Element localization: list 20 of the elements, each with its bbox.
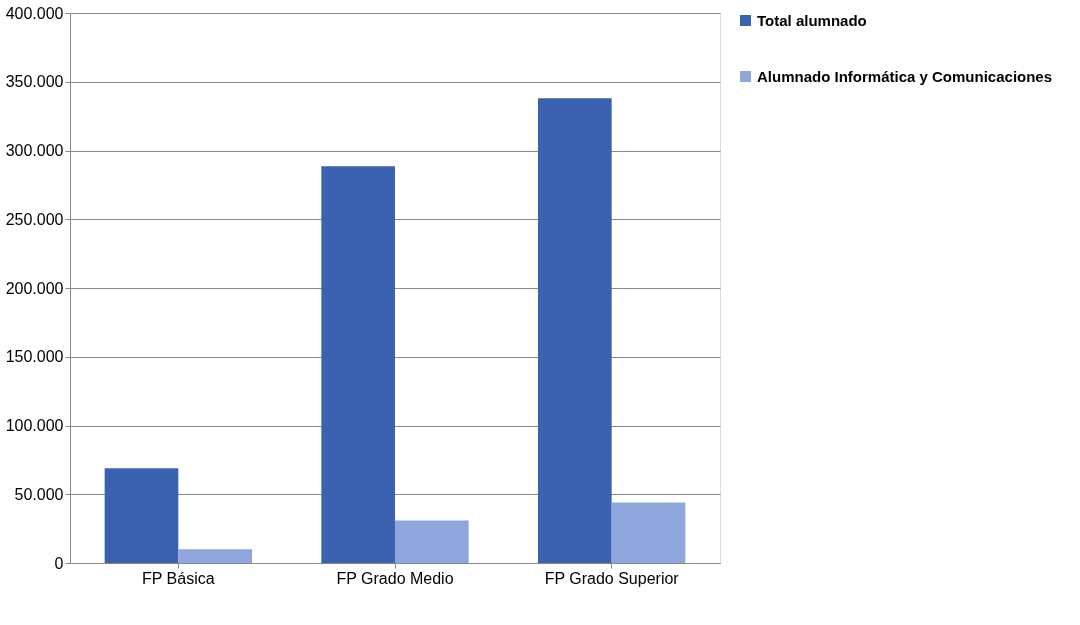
y-tick-label: 150.000 [5, 348, 64, 366]
y-tick-label: 300.000 [5, 142, 64, 159]
y-tick-label: 50.000 [14, 485, 64, 503]
bar [395, 520, 469, 563]
bar [538, 98, 612, 563]
y-tick-label: 100.000 [5, 417, 64, 434]
bar [104, 468, 179, 563]
x-tick-label: FP Grado Medio [336, 569, 454, 587]
y-tick-label: 400.000 [5, 4, 64, 22]
bar [321, 166, 395, 563]
y-tick-label: 350.000 [5, 73, 64, 91]
y-tick-label: 200.000 [5, 279, 64, 297]
x-tick-label: FP Básica [142, 569, 215, 587]
y-tick-label: 250.000 [5, 210, 64, 228]
x-tick-label: FP Grado Superior [544, 569, 680, 587]
legend-label: Alumnado Informática y Comunicaciones [757, 67, 1053, 85]
legend-label: Total alumnado [757, 11, 867, 29]
y-tick-label: 0 [54, 554, 64, 572]
bar [178, 549, 252, 563]
bar [611, 502, 686, 563]
